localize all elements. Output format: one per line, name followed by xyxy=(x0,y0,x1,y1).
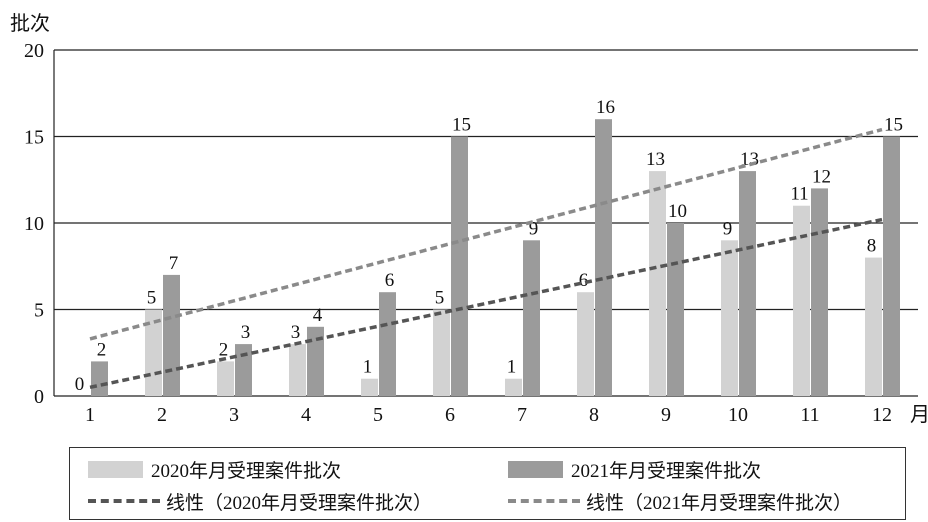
data-label-2020: 9 xyxy=(723,218,733,239)
data-label-2021: 15 xyxy=(452,115,471,136)
x-tick-label: 9 xyxy=(661,404,671,426)
trendline-2020 xyxy=(89,217,883,390)
legend-label-trend-2021: 线性（2021年月受理案件批次） xyxy=(586,492,853,514)
legend-item-trend-2020: 线性（2020年月受理案件批次） xyxy=(88,486,432,516)
legend-item-trend-2021: 线性（2021年月受理案件批次） xyxy=(508,486,852,516)
data-label-2020: 6 xyxy=(579,270,589,291)
data-label-2021: 15 xyxy=(884,115,903,136)
bar-2020 xyxy=(433,309,450,396)
bar-2020 xyxy=(217,361,234,396)
bar-2021 xyxy=(91,361,108,396)
bar-2020 xyxy=(505,378,522,396)
data-label-2020: 2 xyxy=(219,339,229,360)
legend-label-2020: 2020年月受理案件批次 xyxy=(151,460,342,482)
y-tick-label: 0 xyxy=(34,386,44,408)
data-label-2021: 10 xyxy=(668,201,687,222)
x-tick-label: 2 xyxy=(157,404,167,426)
data-label-2020: 3 xyxy=(291,322,301,343)
x-tick-label: 12 xyxy=(872,404,892,426)
x-axis-label: 月 xyxy=(910,404,928,426)
data-label-2021: 12 xyxy=(812,166,831,187)
legend-swatch-2020 xyxy=(88,460,143,478)
x-tick-label: 4 xyxy=(301,404,311,426)
bar-2020 xyxy=(289,344,306,396)
legend-dash-trend-2021 xyxy=(508,499,580,503)
y-tick-label: 15 xyxy=(24,127,44,149)
bar-2021 xyxy=(739,171,756,396)
data-label-2021: 16 xyxy=(596,97,615,118)
bar-2020 xyxy=(649,171,666,396)
legend-label-2021: 2021年月受理案件批次 xyxy=(571,460,762,482)
x-tick-label: 10 xyxy=(728,404,748,426)
data-label-2021: 9 xyxy=(529,218,539,239)
legend-label-trend-2020: 线性（2020年月受理案件批次） xyxy=(166,492,433,514)
legend-item-2020: 2020年月受理案件批次 xyxy=(88,454,341,484)
data-label-2021: 2 xyxy=(97,339,107,360)
x-tick-label: 11 xyxy=(800,404,819,426)
bar-2021 xyxy=(307,326,324,396)
x-tick-label: 6 xyxy=(445,404,455,426)
bar-2021 xyxy=(523,240,540,396)
bar-chart: 批次05101520021572233344165515619761681310… xyxy=(10,12,928,426)
data-label-2020: 1 xyxy=(363,357,373,378)
x-tick-label: 1 xyxy=(85,404,95,426)
bar-2020 xyxy=(721,240,738,396)
legend-dash-trend-2020 xyxy=(88,499,160,503)
trendline-2021 xyxy=(89,127,883,341)
data-label-2020: 13 xyxy=(646,149,665,170)
bar-2020 xyxy=(793,205,810,396)
y-tick-label: 20 xyxy=(24,40,44,62)
x-tick-label: 3 xyxy=(229,404,239,426)
y-tick-label: 10 xyxy=(24,213,44,235)
bar-2021 xyxy=(667,223,684,396)
data-label-2021: 6 xyxy=(385,270,395,291)
bar-2021 xyxy=(235,344,252,396)
y-tick-label: 5 xyxy=(34,300,44,322)
data-label-2021: 4 xyxy=(313,305,323,326)
data-label-2020: 1 xyxy=(507,357,517,378)
bar-2021 xyxy=(163,274,180,396)
bar-2021 xyxy=(595,119,612,396)
data-label-2020: 11 xyxy=(790,184,808,205)
data-label-2020: 0 xyxy=(75,374,85,395)
legend-swatch-2021 xyxy=(508,460,563,478)
x-tick-label: 5 xyxy=(373,404,383,426)
bar-2020 xyxy=(361,378,378,396)
data-label-2020: 8 xyxy=(867,236,877,257)
x-tick-label: 8 xyxy=(589,404,599,426)
legend: 2020年月受理案件批次 2021年月受理案件批次 线性（2020年月受理案件批… xyxy=(69,447,906,520)
bar-2020 xyxy=(865,257,882,396)
bar-2020 xyxy=(577,292,594,396)
data-label-2021: 3 xyxy=(241,322,251,343)
data-label-2020: 5 xyxy=(147,288,157,309)
data-label-2021: 7 xyxy=(169,253,179,274)
bar-2021 xyxy=(811,188,828,396)
y-axis-label: 批次 xyxy=(10,12,50,35)
data-label-2020: 5 xyxy=(435,288,445,309)
legend-item-2021: 2021年月受理案件批次 xyxy=(508,454,761,484)
bar-2021 xyxy=(451,136,468,396)
bar-2021 xyxy=(379,292,396,396)
x-tick-label: 7 xyxy=(517,404,527,426)
bar-2021 xyxy=(883,136,900,396)
